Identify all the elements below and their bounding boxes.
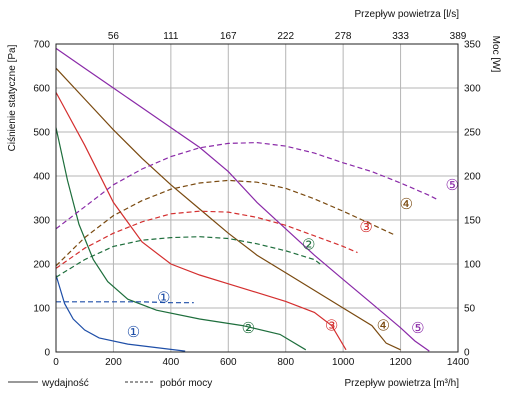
x-axis-label: Przepływ powietrza [m³/h]: [345, 378, 460, 389]
x-top-tick-label: 56: [108, 31, 120, 42]
x-top-tick-label: 111: [163, 31, 179, 42]
top-x-axis-label: Przepływ powietrza [l/s]: [355, 9, 460, 20]
y-right-tick-label: 100: [464, 260, 481, 271]
x-top-tick-label: 333: [392, 31, 409, 42]
y-right-tick-label: 300: [464, 84, 481, 95]
x-tick-label: 400: [163, 357, 180, 368]
curve-number-label: ③: [359, 219, 372, 236]
y-tick-label: 700: [33, 40, 50, 51]
y-axis-label: Ciśnienie statyczne [Pa]: [7, 44, 18, 151]
curve-number-label: ③: [325, 318, 338, 335]
x-tick-label: 1200: [389, 357, 412, 368]
y-right-tick-label: 350: [464, 40, 481, 51]
chart-curves: [55, 47, 439, 352]
curve-labels: ① ② ③ ④ ⑤ ① ② ③ ④ ⑤: [127, 177, 459, 341]
curve-number-label: ⑤: [446, 177, 459, 194]
y-tick-label: 400: [33, 172, 50, 183]
curve-number-label: ①: [127, 324, 140, 341]
x-tick-label: 0: [53, 357, 59, 368]
x-tick-label: 200: [105, 357, 122, 368]
curve-number-label: ④: [400, 196, 413, 213]
pressure-curve-5: [55, 47, 430, 352]
power-curve-1: [56, 301, 194, 304]
x-top-tick-label: 278: [335, 31, 352, 42]
pressure-curve-3: [55, 92, 347, 351]
y-right-tick-label: 150: [464, 216, 481, 227]
curve-number-label: ④: [377, 318, 390, 335]
x-top-tick-label: 389: [450, 31, 467, 42]
y-right-axis-label: Moc [W]: [490, 36, 501, 73]
legend: wydajność pobór mocy: [8, 378, 212, 389]
y-tick-label: 200: [33, 260, 50, 271]
y-right-tick-label: 0: [464, 348, 470, 359]
x-top-tick-label: 167: [220, 31, 237, 42]
y-tick-label: 0: [44, 348, 50, 359]
pressure-curve-1: [55, 274, 186, 352]
power-curve-5: [55, 141, 439, 230]
y-tick-label: 500: [33, 128, 50, 139]
pressure-curve-4: [55, 67, 401, 351]
y-right-tick-label: 200: [464, 172, 481, 183]
x-tick-label: 1000: [332, 357, 355, 368]
y-right-tick-label: 50: [464, 304, 476, 315]
y-tick-label: 300: [33, 216, 50, 227]
x-tick-label: 1400: [447, 357, 470, 368]
plot-frame: [55, 43, 459, 353]
power-curve-2: [55, 236, 321, 278]
power-curve-3: [55, 210, 358, 269]
pressure-curve-2: [55, 127, 307, 351]
power-curve-4: [55, 179, 396, 267]
curve-number-label: ②: [302, 237, 315, 254]
y-tick-label: 100: [33, 304, 50, 315]
legend-label-solid: wydajność: [41, 378, 89, 389]
curve-number-label: ⑤: [411, 320, 424, 337]
x-top-tick-label: 222: [277, 31, 294, 42]
x-tick-label: 800: [277, 357, 294, 368]
chart-grid: [56, 44, 458, 352]
x-tick-label: 600: [220, 357, 237, 368]
y-tick-label: 600: [33, 84, 50, 95]
curve-number-label: ①: [157, 289, 170, 306]
curve-number-label: ②: [242, 320, 255, 337]
y-right-tick-label: 250: [464, 128, 481, 139]
legend-label-dashed: pobór mocy: [160, 378, 212, 389]
